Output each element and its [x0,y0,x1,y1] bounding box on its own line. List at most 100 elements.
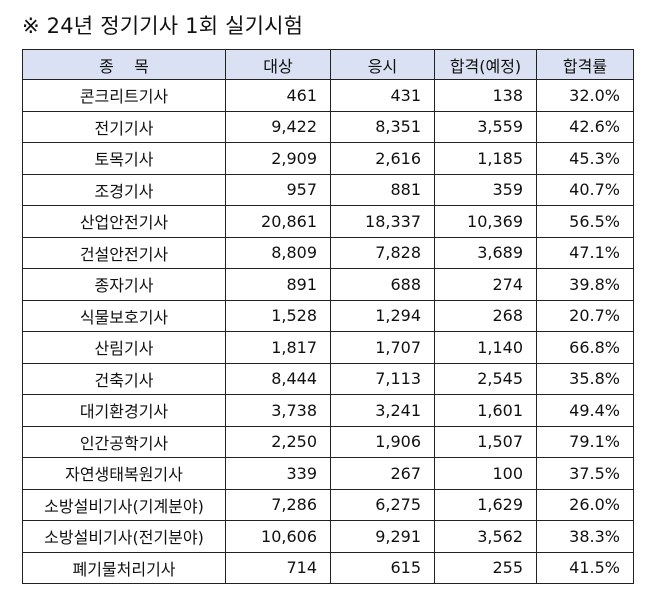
subject-cell: 종자기사 [22,268,226,301]
table-row: 산림기사 1,817 1,707 1,140 66.8% [22,331,634,364]
subject-cell: 폐기물처리기사 [22,551,226,584]
passed-cell: 3,689 [434,236,537,269]
pass-rate-cell: 37.5% [536,457,634,490]
subject-cell: 식물보호기사 [22,299,226,332]
target-cell: 10,606 [225,520,331,553]
table-row: 건축기사 8,444 7,113 2,545 35.8% [22,362,634,395]
pass-rate-cell: 26.0% [536,488,634,521]
subject-cell: 소방설비기사(기계분야) [22,488,226,521]
subject-cell: 전기기사 [22,110,226,143]
applied-cell: 1,294 [330,299,435,332]
table-row: 산업안전기사 20,861 18,337 10,369 56.5% [22,205,634,238]
table-row: 조경기사 957 881 359 40.7% [22,173,634,206]
pass-rate-cell: 39.8% [536,268,634,301]
passed-cell: 2,545 [434,362,537,395]
subject-cell: 인간공학기사 [22,425,226,458]
subject-cell: 건축기사 [22,362,226,395]
applied-cell: 3,241 [330,394,435,427]
target-cell: 9,422 [225,110,331,143]
pass-rate-cell: 66.8% [536,331,634,364]
applied-cell: 431 [330,79,435,112]
target-cell: 891 [225,268,331,301]
applied-cell: 18,337 [330,205,435,238]
passed-cell: 100 [434,457,537,490]
passed-cell: 1,140 [434,331,537,364]
subject-cell: 자연생태복원기사 [22,457,226,490]
target-cell: 339 [225,457,331,490]
target-cell: 1,528 [225,299,331,332]
table-row: 인간공학기사 2,250 1,906 1,507 79.1% [22,425,634,458]
applied-cell: 1,707 [330,331,435,364]
passed-cell: 255 [434,551,537,584]
pass-rate-cell: 47.1% [536,236,634,269]
pass-rate-cell: 41.5% [536,551,634,584]
page-title: ※ 24년 정기기사 1회 실기시험 [22,14,304,38]
table-row: 식물보호기사 1,528 1,294 268 20.7% [22,299,634,332]
table-header-row: 종 목 대상 응시 합격(예정) 합격률 [22,49,634,80]
target-cell: 461 [225,79,331,112]
target-cell: 7,286 [225,488,331,521]
subject-cell: 소방설비기사(전기분야) [22,520,226,553]
table-row: 토목기사 2,909 2,616 1,185 45.3% [22,142,634,175]
table-row: 종자기사 891 688 274 39.8% [22,268,634,301]
applied-cell: 688 [330,268,435,301]
applied-cell: 9,291 [330,520,435,553]
subject-cell: 산림기사 [22,331,226,364]
pass-rate-cell: 79.1% [536,425,634,458]
table-row: 건설안전기사 8,809 7,828 3,689 47.1% [22,236,634,269]
header-pass-rate: 합격률 [536,49,634,80]
passed-cell: 1,507 [434,425,537,458]
passed-cell: 1,185 [434,142,537,175]
pass-rate-cell: 40.7% [536,173,634,206]
target-cell: 20,861 [225,205,331,238]
table-body: 콘크리트기사 461 431 138 32.0% 전기기사 9,422 8,351 3,559 4… [22,79,634,584]
target-cell: 2,250 [225,425,331,458]
applied-cell: 6,275 [330,488,435,521]
applied-cell: 881 [330,173,435,206]
pass-rate-cell: 35.8% [536,362,634,395]
subject-cell: 대기환경기사 [22,394,226,427]
subject-cell: 콘크리트기사 [22,79,226,112]
pass-rate-cell: 42.6% [536,110,634,143]
subject-cell: 건설안전기사 [22,236,226,269]
passed-cell: 359 [434,173,537,206]
target-cell: 8,444 [225,362,331,395]
pass-rate-cell: 49.4% [536,394,634,427]
pass-rate-cell: 20.7% [536,299,634,332]
exam-results-table: 종 목 대상 응시 합격(예정) 합격률 콘크리트기사 461 431 138 32.0… [22,49,634,584]
subject-cell: 조경기사 [22,173,226,206]
applied-cell: 2,616 [330,142,435,175]
pass-rate-cell: 38.3% [536,520,634,553]
passed-cell: 268 [434,299,537,332]
table-row: 전기기사 9,422 8,351 3,559 42.6% [22,110,634,143]
pass-rate-cell: 45.3% [536,142,634,175]
pass-rate-cell: 56.5% [536,205,634,238]
target-cell: 714 [225,551,331,584]
header-subject: 종 목 [22,49,226,80]
passed-cell: 1,629 [434,488,537,521]
target-cell: 2,909 [225,142,331,175]
header-applied: 응시 [330,49,435,80]
header-target: 대상 [225,49,331,80]
target-cell: 1,817 [225,331,331,364]
target-cell: 957 [225,173,331,206]
passed-cell: 274 [434,268,537,301]
target-cell: 8,809 [225,236,331,269]
subject-cell: 산업안전기사 [22,205,226,238]
passed-cell: 1,601 [434,394,537,427]
applied-cell: 1,906 [330,425,435,458]
applied-cell: 7,828 [330,236,435,269]
pass-rate-cell: 32.0% [536,79,634,112]
table-row: 소방설비기사(기계분야) 7,286 6,275 1,629 26.0% [22,488,634,521]
applied-cell: 615 [330,551,435,584]
passed-cell: 138 [434,79,537,112]
table-row: 소방설비기사(전기분야) 10,606 9,291 3,562 38.3% [22,520,634,553]
table-row: 자연생태복원기사 339 267 100 37.5% [22,457,634,490]
passed-cell: 3,562 [434,520,537,553]
applied-cell: 8,351 [330,110,435,143]
header-passed: 합격(예정) [434,49,537,80]
subject-cell: 토목기사 [22,142,226,175]
applied-cell: 267 [330,457,435,490]
table-row: 폐기물처리기사 714 615 255 41.5% [22,551,634,584]
applied-cell: 7,113 [330,362,435,395]
